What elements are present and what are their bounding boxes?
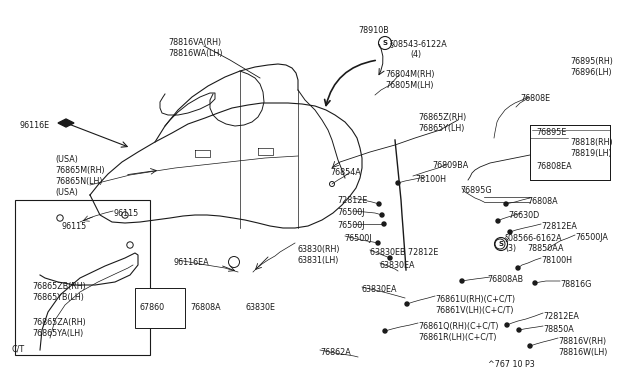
Text: 76808A: 76808A: [190, 303, 221, 312]
Text: 76630D: 76630D: [508, 211, 540, 220]
Text: 78850A: 78850A: [543, 325, 573, 334]
Text: 96115: 96115: [62, 222, 87, 231]
Bar: [15, 200, 150, 355]
Text: 78818(RH): 78818(RH): [570, 138, 612, 147]
Text: (USA): (USA): [55, 155, 78, 164]
Text: 76500J: 76500J: [337, 221, 365, 230]
Text: 76804M(RH): 76804M(RH): [385, 70, 435, 79]
Text: 78910B: 78910B: [358, 26, 388, 35]
Circle shape: [123, 213, 127, 217]
Text: 63830(RH): 63830(RH): [298, 245, 340, 254]
Text: 76862A: 76862A: [320, 348, 351, 357]
Text: 96116E: 96116E: [20, 121, 50, 130]
Text: 78816W(LH): 78816W(LH): [558, 348, 607, 357]
Text: 63830EA: 63830EA: [380, 261, 415, 270]
Text: §08543-6122A: §08543-6122A: [390, 39, 448, 48]
Text: 63830E: 63830E: [245, 303, 275, 312]
Text: 72812E: 72812E: [337, 196, 367, 205]
Text: 76895(RH): 76895(RH): [570, 57, 613, 66]
Text: 76500J: 76500J: [344, 234, 371, 243]
Circle shape: [508, 230, 512, 234]
Circle shape: [128, 243, 132, 247]
Circle shape: [405, 302, 409, 306]
Circle shape: [516, 266, 520, 270]
Circle shape: [63, 121, 68, 125]
Text: 76865ZA(RH): 76865ZA(RH): [32, 318, 86, 327]
Circle shape: [517, 328, 521, 332]
Text: 63830EB 72812E: 63830EB 72812E: [370, 248, 438, 257]
Text: 72812EA: 72812EA: [543, 312, 579, 321]
Circle shape: [127, 242, 133, 248]
Text: 76861Q(RH)(C+C/T): 76861Q(RH)(C+C/T): [418, 322, 499, 331]
Circle shape: [533, 281, 537, 285]
Circle shape: [122, 212, 128, 218]
Text: 76865Y(LH): 76865Y(LH): [418, 124, 465, 133]
Text: 76854A: 76854A: [330, 168, 361, 177]
Circle shape: [377, 202, 381, 206]
Circle shape: [504, 202, 508, 206]
Text: 76809BA: 76809BA: [432, 161, 468, 170]
Text: 76861U(RH)(C+C/T): 76861U(RH)(C+C/T): [435, 295, 515, 304]
Circle shape: [57, 215, 63, 221]
Text: 78816V(RH): 78816V(RH): [558, 337, 606, 346]
Text: 78850AA: 78850AA: [527, 244, 563, 253]
Text: 76805M(LH): 76805M(LH): [385, 81, 433, 90]
Text: 76861V(LH)(C+C/T): 76861V(LH)(C+C/T): [435, 306, 513, 315]
Text: 76865ZB(RH): 76865ZB(RH): [32, 282, 86, 291]
Text: 76895E: 76895E: [536, 128, 566, 137]
Polygon shape: [58, 119, 74, 127]
Text: 76808AB: 76808AB: [487, 275, 523, 284]
Text: 78816VA(RH): 78816VA(RH): [168, 38, 221, 47]
Circle shape: [396, 181, 400, 185]
Text: 76865YB(LH): 76865YB(LH): [32, 293, 84, 302]
Circle shape: [496, 219, 500, 223]
Text: 76500JA: 76500JA: [575, 233, 608, 242]
Text: 78100H: 78100H: [541, 256, 572, 265]
Circle shape: [388, 256, 392, 260]
Circle shape: [376, 241, 380, 245]
Text: 76861R(LH)(C+C/T): 76861R(LH)(C+C/T): [418, 333, 497, 342]
Circle shape: [380, 213, 384, 217]
Text: 76865Z(RH): 76865Z(RH): [418, 113, 467, 122]
Text: 76865YA(LH): 76865YA(LH): [32, 329, 83, 338]
Bar: [530, 125, 610, 180]
Text: S: S: [383, 40, 387, 46]
Circle shape: [383, 329, 387, 333]
Text: 78100H: 78100H: [415, 175, 446, 184]
Text: 76865M(RH): 76865M(RH): [55, 166, 104, 175]
Text: C/T: C/T: [12, 344, 25, 353]
Circle shape: [505, 323, 509, 327]
Text: §08566-6162A: §08566-6162A: [505, 233, 563, 242]
Bar: [135, 288, 185, 328]
Text: (USA): (USA): [55, 188, 78, 197]
Text: 78819(LH): 78819(LH): [570, 149, 612, 158]
Text: (4): (4): [410, 50, 421, 59]
Text: 67860: 67860: [140, 303, 165, 312]
Text: 76500J: 76500J: [337, 208, 365, 217]
Text: 76808A: 76808A: [527, 197, 557, 206]
Circle shape: [528, 344, 532, 348]
Text: 76895G: 76895G: [460, 186, 492, 195]
Text: 76808EA: 76808EA: [536, 162, 572, 171]
Text: ^767 10 P3: ^767 10 P3: [488, 360, 535, 369]
Text: S: S: [499, 241, 504, 247]
Text: (3): (3): [505, 244, 516, 253]
Text: 76896(LH): 76896(LH): [570, 68, 612, 77]
Circle shape: [382, 222, 386, 226]
Text: 63830EA: 63830EA: [362, 285, 397, 294]
Circle shape: [460, 279, 464, 283]
Text: 63831(LH): 63831(LH): [298, 256, 339, 265]
Text: 78816G: 78816G: [560, 280, 591, 289]
Text: 72812EA: 72812EA: [541, 222, 577, 231]
Text: 76808E: 76808E: [520, 94, 550, 103]
Text: 76865N(LH): 76865N(LH): [55, 177, 102, 186]
Text: 96116EA: 96116EA: [174, 258, 210, 267]
Text: 78816WA(LH): 78816WA(LH): [168, 49, 223, 58]
Text: 96115: 96115: [113, 209, 138, 218]
Circle shape: [58, 216, 62, 220]
